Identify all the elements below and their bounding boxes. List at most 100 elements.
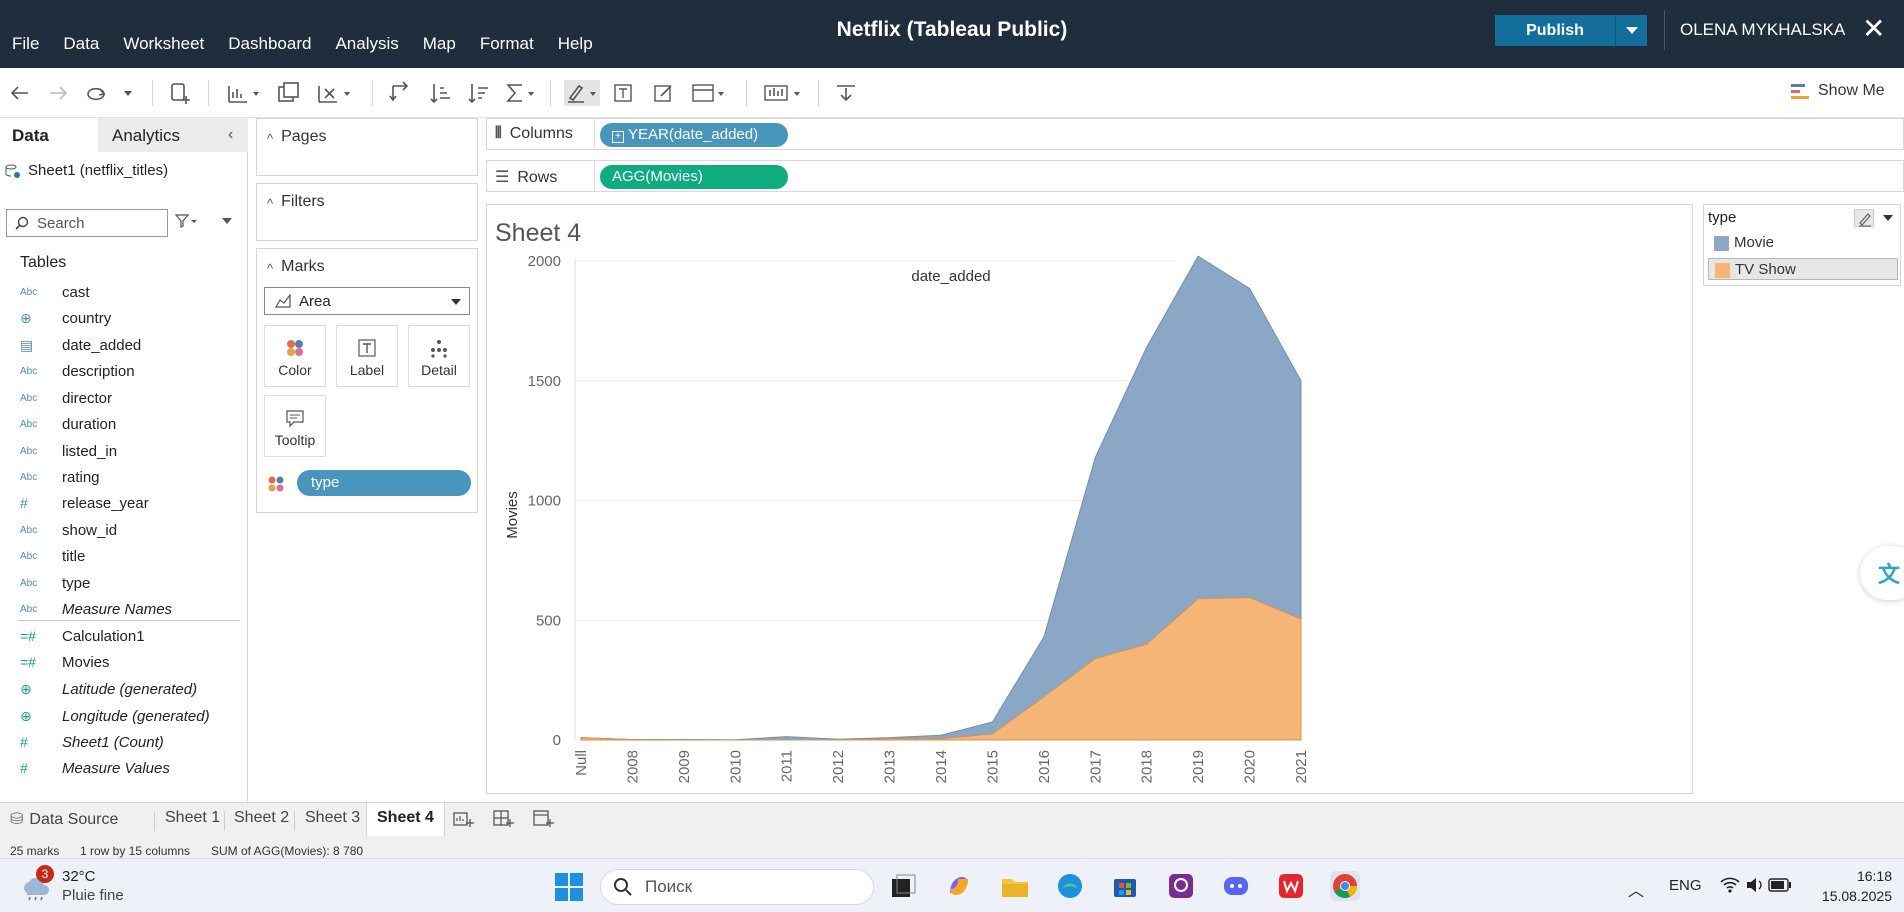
new-worksheet-icon[interactable]: [452, 809, 474, 834]
field-item[interactable]: # Sheet1 (Count): [20, 731, 164, 753]
highlight-icon[interactable]: [564, 80, 600, 106]
filters-card-title[interactable]: Filters: [267, 193, 325, 211]
field-item[interactable]: Abc type: [20, 572, 90, 594]
taskbar-search-input[interactable]: Поиск: [600, 869, 874, 905]
field-item[interactable]: ⊕ Latitude (generated): [20, 678, 197, 700]
rows-pill[interactable]: AGG(Movies): [600, 165, 788, 189]
redo-icon[interactable]: [46, 80, 70, 106]
wps-office-icon[interactable]: [1276, 871, 1306, 901]
refresh-icon[interactable]: [84, 80, 108, 106]
field-item[interactable]: # Measure Values: [20, 757, 170, 779]
marks-card-title[interactable]: Marks: [267, 258, 325, 276]
data-source-item[interactable]: Sheet1 (netflix_titles): [4, 162, 168, 179]
undo-icon[interactable]: [8, 80, 32, 106]
tab-sheet-4[interactable]: Sheet 4: [366, 803, 445, 837]
tab-sheet-2[interactable]: Sheet 2: [234, 809, 290, 826]
swap-rows-columns-icon[interactable]: [388, 80, 414, 106]
microsoft-store-icon[interactable]: [1110, 871, 1140, 901]
close-icon[interactable]: ✕: [1862, 13, 1886, 44]
field-item[interactable]: Abc Measure Names: [20, 598, 172, 620]
chrome-icon[interactable]: [1330, 871, 1360, 901]
tab-data-source[interactable]: ⛁ Data Source: [10, 809, 118, 829]
field-item[interactable]: Abc listed_in: [20, 440, 117, 462]
share-icon[interactable]: [834, 80, 858, 106]
field-item[interactable]: Abc description: [20, 360, 135, 382]
field-item[interactable]: ⊕ Longitude (generated): [20, 705, 210, 727]
show-me-button[interactable]: Show Me: [1790, 81, 1885, 101]
clock-time[interactable]: 16:18: [1856, 868, 1892, 884]
menu-format[interactable]: Format: [479, 34, 534, 53]
pages-card-title[interactable]: Pages: [267, 128, 326, 146]
label-button[interactable]: Label: [336, 325, 398, 387]
menu-worksheet[interactable]: Worksheet: [123, 34, 205, 53]
edge-icon[interactable]: [1055, 871, 1085, 901]
publish-dropdown-button[interactable]: [1615, 15, 1647, 46]
field-item[interactable]: =# Calculation1: [20, 625, 145, 647]
totals-icon[interactable]: [504, 80, 538, 106]
mark-type-select[interactable]: Area: [264, 287, 470, 315]
field-item[interactable]: ▤ date_added: [20, 334, 141, 356]
legend-item-movie[interactable]: Movie: [1708, 232, 1898, 254]
battery-icon[interactable]: [1768, 878, 1792, 896]
detail-button[interactable]: Detail: [408, 325, 470, 387]
show-mark-labels-icon[interactable]: [612, 80, 636, 106]
tooltip-button[interactable]: Tooltip: [264, 395, 326, 457]
sheet-title[interactable]: Sheet 4: [495, 219, 582, 247]
sort-ascending-icon[interactable]: [428, 80, 454, 106]
field-item[interactable]: Abc show_id: [20, 519, 117, 541]
menu-dashboard[interactable]: Dashboard: [228, 34, 312, 53]
duplicate-sheet-icon[interactable]: [276, 80, 302, 106]
color-pill-type[interactable]: type: [297, 470, 471, 496]
file-explorer-icon[interactable]: [1000, 871, 1030, 901]
field-item[interactable]: =# Movies: [20, 651, 110, 673]
color-button[interactable]: Color: [264, 325, 326, 387]
field-item[interactable]: Abc rating: [20, 466, 100, 488]
app-icon[interactable]: [1166, 871, 1196, 901]
start-button[interactable]: [554, 872, 584, 902]
field-item[interactable]: ⊕ country: [20, 307, 111, 329]
clear-sheet-icon[interactable]: [316, 80, 352, 106]
menu-analysis[interactable]: Analysis: [335, 34, 399, 53]
discord-icon[interactable]: [1221, 871, 1251, 901]
filter-fields-icon[interactable]: [174, 214, 197, 232]
edit-colors-icon[interactable]: [1854, 209, 1874, 227]
field-item[interactable]: # release_year: [20, 492, 149, 514]
menu-map[interactable]: Map: [422, 34, 456, 53]
menu-data[interactable]: Data: [63, 34, 100, 53]
volume-icon[interactable]: [1745, 876, 1765, 898]
collapse-pane-icon[interactable]: ‹: [228, 126, 234, 143]
tab-analytics[interactable]: Analytics: [98, 118, 248, 152]
translate-icon[interactable]: 文: [1860, 546, 1904, 600]
language-indicator[interactable]: ENG: [1669, 877, 1702, 894]
wifi-icon[interactable]: [1720, 876, 1740, 898]
chevron-down-icon[interactable]: [122, 80, 134, 106]
copilot-icon[interactable]: [944, 871, 974, 901]
tab-data[interactable]: Data: [0, 118, 98, 152]
menu-file[interactable]: File: [12, 34, 40, 53]
fit-width-icon[interactable]: [690, 80, 730, 106]
chevron-down-icon[interactable]: [222, 218, 232, 224]
chevron-down-icon[interactable]: [1883, 215, 1893, 221]
worksheet-view[interactable]: 0 500 1000 1500 2000 Null 2008 2009 2010 2011 2012…: [486, 204, 1693, 794]
new-story-icon[interactable]: [532, 809, 554, 834]
new-worksheet-icon[interactable]: [226, 80, 260, 106]
presentation-mode-icon[interactable]: [762, 80, 806, 106]
clock-date[interactable]: 15.08.2025: [1821, 888, 1892, 904]
tab-sheet-1[interactable]: Sheet 1: [165, 809, 221, 826]
field-item[interactable]: Abc director: [20, 387, 112, 409]
new-dashboard-icon[interactable]: [492, 809, 514, 834]
columns-pill[interactable]: + YEAR(date_added): [600, 123, 788, 147]
area-chart[interactable]: 0 500 1000 1500 2000 Null 2008 2009 2010 2011 2012…: [487, 205, 1694, 795]
menu-help[interactable]: Help: [557, 34, 593, 53]
task-view-icon[interactable]: [888, 871, 918, 901]
field-item[interactable]: Abc cast: [20, 281, 90, 303]
edit-annotation-icon[interactable]: [652, 80, 676, 106]
search-input[interactable]: Search: [6, 209, 168, 237]
legend-item-tv-show[interactable]: TV Show: [1708, 258, 1898, 280]
new-data-source-icon[interactable]: [168, 80, 192, 106]
user-name[interactable]: OLENA MYKHALSKA: [1680, 20, 1846, 39]
field-item[interactable]: Abc title: [20, 545, 85, 567]
chevron-up-icon[interactable]: ︿: [1628, 883, 1645, 900]
field-item[interactable]: Abc duration: [20, 413, 116, 435]
publish-button[interactable]: Publish: [1495, 15, 1615, 46]
